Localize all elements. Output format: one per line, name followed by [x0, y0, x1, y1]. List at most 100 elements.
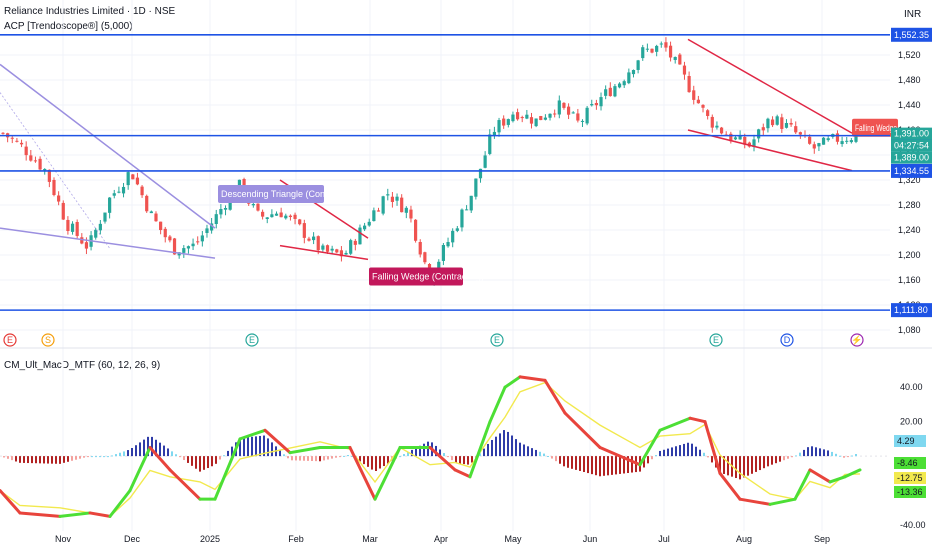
candle-body — [404, 207, 408, 213]
macd-histogram-bar — [751, 456, 753, 474]
candle-body — [780, 117, 784, 129]
macd-histogram-bar — [115, 454, 117, 457]
pattern-label: Falling Wedge (Contracting) — [372, 272, 484, 282]
candle-body — [761, 127, 765, 131]
x-tick-label: Aug — [736, 534, 752, 544]
macd-histogram-bar — [507, 431, 509, 457]
macd-histogram-bar — [135, 445, 137, 457]
currency-label: INR — [904, 9, 922, 20]
candle-body — [358, 227, 362, 245]
macd-line-segment — [348, 446, 377, 501]
macd-histogram-bar — [667, 448, 669, 457]
macd-line-segment — [518, 375, 547, 382]
macd-histogram-bar — [215, 456, 217, 464]
macd-histogram-bar — [559, 456, 561, 464]
candle-body — [506, 119, 510, 125]
macd-histogram-bar — [39, 456, 41, 464]
candle-body — [441, 245, 446, 261]
macd-value-tag: -12.75 — [897, 473, 923, 483]
macd-histogram-bar — [823, 449, 825, 457]
x-tick-label: Jul — [658, 534, 670, 544]
macd-histogram-bar — [495, 436, 497, 457]
event-marker — [850, 333, 864, 347]
macd-histogram-bar — [163, 445, 165, 457]
candle-body — [650, 48, 654, 53]
macd-histogram-bar — [335, 456, 337, 458]
candle-body — [678, 54, 682, 65]
macd-histogram-bar — [147, 436, 149, 457]
macd-histogram-bar — [127, 450, 129, 457]
level-tag: 1,552.35 — [894, 30, 929, 40]
macd-histogram-bar — [579, 456, 581, 471]
macd-histogram-bar — [803, 449, 805, 457]
macd-histogram-bar — [839, 455, 841, 457]
candle-body — [821, 137, 826, 145]
macd-histogram-bar — [783, 456, 785, 461]
macd-histogram-bar — [555, 456, 557, 462]
macd-histogram-bar — [467, 456, 469, 465]
macd-line-segment — [88, 511, 112, 518]
candle-body — [75, 221, 79, 236]
macd-line-segment — [148, 446, 172, 472]
macd-histogram-bar — [663, 449, 665, 457]
candle-body — [845, 140, 849, 142]
candle-body — [274, 213, 279, 216]
macd-line-segment — [808, 468, 832, 484]
price-tick-label: 1,480 — [898, 75, 921, 85]
event-marker-label: E — [7, 335, 13, 345]
chart-title: Reliance Industries Limited · 1D · NSE — [4, 6, 176, 17]
level-tag-bg — [891, 27, 932, 42]
macd-histogram-bar — [379, 456, 381, 469]
macd-line-segment — [168, 468, 202, 501]
candle-body — [395, 196, 399, 201]
candle-body — [794, 126, 798, 133]
macd-histogram-bar — [423, 443, 425, 457]
macd-histogram-bar — [31, 456, 33, 464]
macd-histogram-bar — [155, 439, 157, 457]
macd-value-tag-bg — [894, 486, 926, 498]
event-marker — [3, 333, 17, 347]
macd-line-segment — [598, 446, 642, 467]
macd-line-segment — [213, 437, 242, 501]
macd-histogram-bar — [523, 444, 525, 457]
macd-histogram-bar — [43, 456, 45, 464]
candle-body — [390, 196, 395, 202]
macd-histogram-bar — [615, 456, 617, 475]
candle-body — [223, 208, 228, 210]
candle-body — [330, 248, 334, 251]
macd-histogram-bar — [299, 456, 301, 461]
candle-body — [520, 117, 524, 119]
macd-line-segment — [503, 375, 522, 389]
macd-histogram-bar — [775, 456, 777, 464]
macd-histogram-bar — [795, 455, 797, 457]
price-tag-bg — [891, 139, 932, 152]
candle-body — [372, 210, 376, 222]
candle-body — [511, 114, 515, 122]
macd-histogram-bar — [195, 456, 197, 469]
candle-body — [29, 155, 33, 161]
macd-histogram-bar — [703, 452, 705, 457]
candle-body — [817, 143, 821, 147]
macd-histogram-bar — [607, 456, 609, 476]
macd-histogram-bar — [403, 454, 405, 457]
macd-histogram-bar — [671, 447, 673, 457]
macd-histogram-bar — [191, 456, 193, 466]
price-tick-label: 1,080 — [898, 325, 921, 335]
falling-wedge-lower — [687, 129, 853, 172]
macd-histogram-bar — [479, 453, 481, 457]
macd-histogram-bar — [691, 443, 693, 457]
macd-histogram-bar — [67, 456, 69, 462]
candle-body — [840, 141, 844, 145]
macd-value-tag: 4.29 — [897, 436, 915, 446]
macd-histogram-bar — [587, 456, 589, 474]
candle-body — [10, 137, 14, 139]
macd-histogram-bar — [735, 456, 737, 479]
x-tick-label: Sep — [814, 534, 830, 544]
candle-body — [808, 136, 812, 144]
macd-histogram-bar — [791, 456, 793, 458]
macd-histogram-bar — [123, 451, 125, 457]
candle-body — [687, 76, 691, 93]
candle-body — [205, 228, 209, 233]
macd-histogram-bar — [287, 456, 289, 459]
